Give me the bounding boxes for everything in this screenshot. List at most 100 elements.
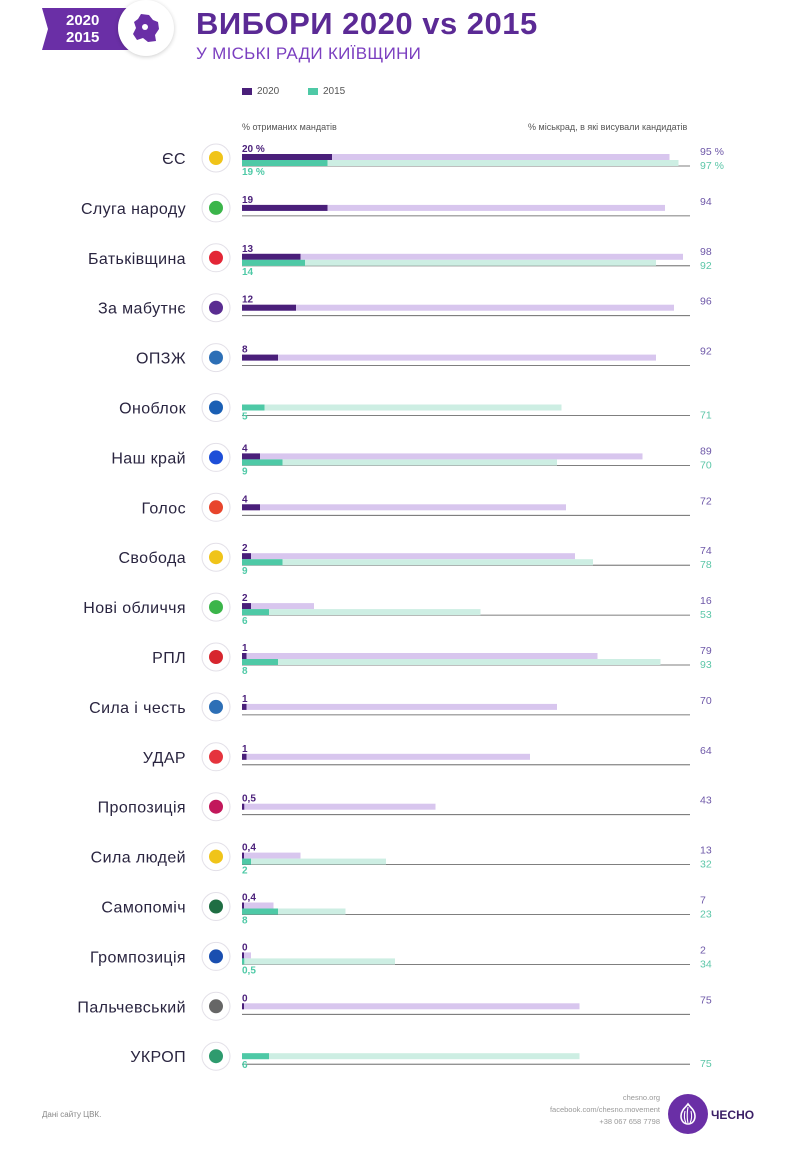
- row-13-mandate-bar-2020: [242, 803, 245, 810]
- row-10-mandate-label-2015: 8: [242, 666, 248, 677]
- row-5-mandate-label-2015: 5: [242, 412, 248, 423]
- row-9-coverage-bar-2020: [242, 603, 314, 610]
- page-title: ВИБОРИ 2020 vs 2015: [196, 6, 538, 41]
- row-15-mandate-label-2020: 0,4: [242, 893, 256, 904]
- row-4-coverage-bar-2020: [242, 354, 656, 361]
- row-14-mandate-label-2020: 0,4: [242, 843, 256, 854]
- row-0-mandate-bar-2015: [242, 160, 328, 166]
- row-18-mandate-label-2015: 6: [242, 1060, 248, 1071]
- row-14-coverage-bar-2020: [242, 852, 301, 859]
- row-5-mandate-bar-2015: [242, 404, 265, 411]
- row-11-mandate-label-2020: 1: [242, 694, 248, 705]
- row-0-mandate-label-2015: 19 %: [242, 167, 265, 178]
- coverage-column-header: % міськрад, в які висували кандидатів: [528, 122, 688, 132]
- badge-year-2020: 2020: [66, 12, 100, 29]
- sila-i-chest-icon-glyph: [209, 699, 223, 714]
- row-7-mandate-bar-2020: [242, 504, 260, 511]
- row-14-coverage-label-2020: 13: [700, 845, 712, 857]
- row-14-mandate-label-2015: 2: [242, 866, 248, 877]
- row-5-party-name: Оноблок: [119, 401, 186, 418]
- contact-phone: +38 067 658 7798: [599, 1117, 660, 1126]
- row-8-mandate-bar-2015: [242, 559, 283, 566]
- row-10-coverage-bar-2020: [242, 653, 598, 659]
- row-2-coverage-label-2015: 92: [700, 260, 712, 272]
- row-17-mandate-label-2020: 0: [242, 993, 248, 1004]
- row-2-mandate-label-2020: 13: [242, 244, 254, 255]
- row-1-mandate-label-2020: 19: [242, 195, 254, 206]
- page-subtitle: У МІСЬКІ РАДИ КИЇВЩИНИ: [196, 44, 422, 63]
- row-12-coverage-bar-2020: [242, 753, 530, 760]
- row-16-mandate-label-2015: 0,5: [242, 965, 256, 976]
- row-8-coverage-bar-2015: [242, 559, 593, 566]
- row-12-coverage-label-2020: 64: [700, 745, 712, 757]
- legend-label-2015: 2015: [323, 86, 346, 97]
- row-3-coverage-label-2020: 96: [700, 296, 712, 308]
- row-13-coverage-bar-2020: [242, 803, 436, 810]
- garlic-icon: [668, 1094, 708, 1134]
- row-8-coverage-label-2020: 74: [700, 545, 712, 557]
- samopomich-icon-glyph: [209, 899, 223, 914]
- row-13-coverage-label-2020: 43: [700, 795, 712, 807]
- circle-swirl-icon-glyph: [209, 600, 223, 615]
- mandates-column-header: % отриманих мандатів: [242, 122, 337, 132]
- row-14-mandate-bar-2015: [242, 858, 251, 865]
- row-2-coverage-label-2020: 98: [700, 246, 712, 258]
- row-17-coverage-bar-2020: [242, 1003, 580, 1010]
- row-2-coverage-bar-2020: [242, 253, 683, 260]
- row-6-party-name: Наш край: [111, 450, 186, 467]
- row-13-mandate-label-2020: 0,5: [242, 794, 256, 805]
- opzzh-icon-glyph: [209, 350, 223, 365]
- row-14-mandate-bar-2020: [242, 852, 244, 859]
- contact-facebook: facebook.com/chesno.movement: [549, 1105, 660, 1114]
- heart-icon-glyph: [209, 250, 223, 265]
- eu-party-icon-glyph: [209, 151, 223, 165]
- row-2-party-name: Батьківщина: [88, 251, 186, 268]
- row-0-coverage-label-2015: 97 %: [700, 160, 724, 172]
- row-10-coverage-bar-2015: [242, 659, 661, 665]
- row-6-coverage-bar-2015: [242, 459, 557, 466]
- row-12-mandate-bar-2020: [242, 753, 247, 760]
- row-3-mandate-label-2020: 12: [242, 295, 254, 306]
- row-10-coverage-label-2015: 93: [700, 659, 712, 671]
- row-9-coverage-label-2015: 53: [700, 609, 712, 621]
- row-18-coverage-label-2015: 75: [700, 1058, 712, 1070]
- kyiv-oblast-map-icon: [118, 0, 174, 56]
- row-9-party-name: Нові обличчя: [83, 600, 186, 617]
- row-12-mandate-label-2020: 1: [242, 744, 248, 755]
- dill-icon-glyph: [209, 1049, 223, 1064]
- row-12-party-name: УДАР: [143, 750, 186, 767]
- row-1-mandate-bar-2020: [242, 204, 328, 211]
- legend-item-2015: 2015: [308, 86, 345, 97]
- row-17-party-name: Пальчевський: [77, 999, 186, 1016]
- row-6-coverage-bar-2020: [242, 453, 643, 460]
- row-0-coverage-bar-2015: [242, 160, 679, 166]
- row-15-mandate-bar-2020: [242, 902, 244, 909]
- row-2-coverage-bar-2015: [242, 259, 656, 266]
- row-1-party-name: Слуга народу: [81, 201, 186, 218]
- row-15-mandate-label-2015: 8: [242, 916, 248, 927]
- row-9-mandate-label-2015: 6: [242, 616, 248, 627]
- row-10-mandate-bar-2020: [242, 653, 247, 659]
- row-11-party-name: Сила і честь: [89, 700, 186, 717]
- row-18-mandate-bar-2015: [242, 1053, 269, 1060]
- holos-icon-glyph: [209, 500, 223, 515]
- row-18-coverage-bar-2015: [242, 1053, 580, 1060]
- row-8-coverage-label-2015: 78: [700, 559, 712, 571]
- row-0-party-name: ЄС: [162, 151, 186, 168]
- legend-swatch-2020: [242, 88, 252, 95]
- row-8-party-name: Свобода: [118, 550, 186, 567]
- brand-name: ЧЕСНО: [711, 1108, 755, 1122]
- row-10-mandate-bar-2015: [242, 659, 278, 665]
- row-4-mandate-bar-2020: [242, 354, 278, 361]
- row-9-mandate-bar-2015: [242, 609, 269, 616]
- row-6-mandate-bar-2015: [242, 459, 283, 466]
- hand-icon-glyph: [209, 949, 223, 964]
- portrait-icon-glyph: [209, 999, 223, 1014]
- row-7-coverage-label-2020: 72: [700, 495, 712, 507]
- row-7-coverage-bar-2020: [242, 504, 566, 511]
- contact-website: chesno.org: [622, 1093, 660, 1102]
- row-9-mandate-bar-2020: [242, 603, 251, 610]
- row-15-mandate-bar-2015: [242, 908, 278, 915]
- row-9-mandate-label-2020: 2: [242, 593, 248, 604]
